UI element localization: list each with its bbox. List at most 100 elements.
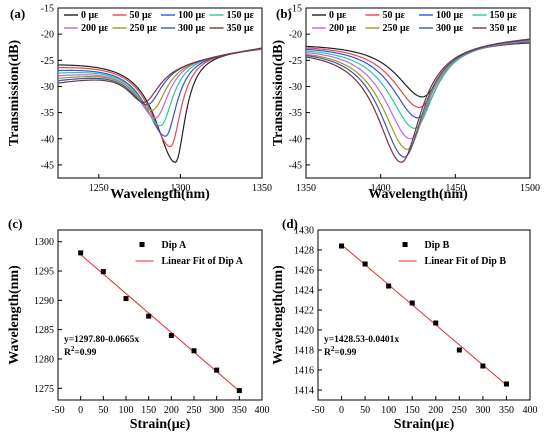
- x-axis-label: Strain(με): [130, 417, 191, 432]
- legend: Dip A Linear Fit of Dip A: [135, 240, 244, 267]
- legend-entry-7: 350 με: [490, 23, 518, 34]
- legend-entry-points: Dip A: [162, 240, 188, 251]
- legend: 0 με 50 με 100 με 150 με 200 με 250 με 300 με 3…: [312, 10, 518, 34]
- fit-equation: y=1428.53-0.0401x: [324, 335, 399, 345]
- y-tick-label: 1430: [294, 226, 314, 237]
- data-point-7: [236, 388, 242, 394]
- y-tick-label: -40: [289, 134, 302, 145]
- r-squared: R2=0.99: [64, 345, 97, 358]
- legend-entry-6: 300 με: [436, 23, 464, 34]
- r-squared-suffix: =0.99: [334, 348, 356, 358]
- series-line-6: [306, 39, 530, 158]
- y-tick-label: 1420: [294, 326, 314, 337]
- data-point-7: [503, 381, 509, 387]
- panel-2: -50 0 50 100 150 200 250 300 350 400 1275 1280 1285 1…: [7, 216, 270, 432]
- legend-entry-4: 200 με: [81, 23, 109, 34]
- x-tick-label: 300: [209, 405, 224, 416]
- x-tick-label: 1500: [520, 183, 540, 194]
- x-tick-label: 0: [78, 405, 83, 416]
- legend-entry-points: Dip B: [425, 240, 450, 251]
- y-tick-label: 1275: [34, 384, 54, 395]
- y-axis-label: Wavelength(nm): [271, 265, 286, 365]
- y-tick-label: -30: [289, 82, 302, 93]
- legend-entry-3: 150 με: [227, 10, 255, 21]
- y-tick-label: -40: [41, 134, 54, 145]
- y-tick-label: -35: [289, 108, 302, 119]
- y-tick-label: 1426: [294, 266, 314, 277]
- series-line-5: [58, 47, 262, 111]
- panel-1: 1350 1400 1450 1500 -45 -40 -35 -30 -25 -20 -15(b)…: [271, 4, 540, 203]
- x-tick-label: 50: [98, 405, 108, 416]
- x-tick-label: 350: [232, 405, 247, 416]
- series-lines: [58, 47, 262, 163]
- y-tick-label: 1416: [294, 366, 314, 377]
- series-line-0: [58, 48, 262, 163]
- x-tick-label: 400: [255, 405, 270, 416]
- legend-point-swatch: [139, 242, 145, 247]
- legend-entry-5: 250 με: [383, 23, 411, 34]
- y-axis-label: Transmission(dB): [271, 40, 286, 147]
- x-tick-label: 1350: [252, 183, 272, 194]
- legend-entry-1: 50 με: [383, 10, 406, 21]
- y-axis-label: Transmission(dB): [7, 40, 22, 147]
- panel-3: -50 0 50 100 150 200 250 300 350 400 1414 1416 1418 1…: [271, 216, 538, 432]
- series-lines: [306, 38, 530, 163]
- legend: 0 με 50 με 100 με 150 με 200 με 250 με 300 με 3…: [64, 10, 255, 34]
- x-tick-label: 350: [499, 405, 514, 416]
- panel-label: (b): [276, 6, 292, 21]
- x-tick-label: 100: [119, 405, 134, 416]
- y-tick-label: 1418: [294, 346, 314, 357]
- y-tick-label: 1424: [294, 286, 314, 297]
- series-line-2: [306, 40, 530, 119]
- legend-entry-0: 0 με: [329, 10, 347, 21]
- y-tick-label: 1295: [34, 267, 54, 278]
- x-tick-label: 400: [523, 405, 538, 416]
- x-tick-label: 50: [360, 405, 370, 416]
- data-point-2: [386, 283, 392, 289]
- plot-frame: [317, 229, 531, 401]
- x-tick-label: 250: [452, 405, 467, 416]
- x-tick-label: 0: [339, 405, 344, 416]
- data-point-3: [409, 300, 415, 306]
- y-tick-label: 1428: [294, 246, 314, 257]
- legend-entry-5: 250 με: [130, 23, 158, 34]
- x-tick-label: 1250: [89, 183, 109, 194]
- y-tick-label: -15: [289, 4, 302, 15]
- fit-line: [80, 254, 240, 392]
- series-line-4: [306, 39, 530, 140]
- x-tick-label: 1450: [445, 183, 465, 194]
- legend-entry-0: 0 με: [81, 10, 99, 21]
- legend-entry-4: 200 με: [329, 23, 357, 34]
- series-line-1: [306, 41, 530, 108]
- series-line-7: [306, 38, 530, 163]
- x-tick-label: 150: [141, 405, 156, 416]
- x-axis-label: Strain(με): [394, 417, 455, 432]
- plot-frame: [57, 229, 263, 401]
- y-tick-label: -45: [289, 160, 302, 171]
- x-tick-label: 200: [164, 405, 179, 416]
- legend-entry-fit: Linear Fit of Dip B: [425, 256, 507, 267]
- data-point-4: [433, 320, 439, 326]
- data-point-1: [100, 269, 106, 275]
- y-tick-label: -25: [289, 56, 302, 67]
- y-axis-label: Wavelength(nm): [7, 265, 22, 365]
- legend-point-swatch: [402, 242, 408, 247]
- legend-entry-7: 350 με: [227, 23, 255, 34]
- y-tick-label: -20: [289, 30, 302, 41]
- r-squared-prefix: R: [64, 348, 71, 358]
- y-tick-label: -30: [41, 82, 54, 93]
- y-tick-label: 1285: [34, 325, 54, 336]
- data-point-0: [339, 243, 345, 249]
- panel-label: (c): [8, 216, 22, 231]
- data-point-5: [191, 348, 197, 354]
- data-point-5: [456, 347, 462, 353]
- panel-0: 1250 1300 1350 -45 -40 -35 -30 -25 -20 -15 (a) Wave…: [7, 4, 272, 203]
- legend-entry-2: 100 με: [436, 10, 464, 21]
- series-line-7: [58, 47, 262, 103]
- x-tick-label: 300: [475, 405, 490, 416]
- y-tick-label: -35: [41, 108, 54, 119]
- y-tick-label: 1414: [294, 386, 314, 397]
- fit-equation: y=1297.80-0.0665x: [64, 335, 139, 345]
- plot-frame: [305, 7, 531, 179]
